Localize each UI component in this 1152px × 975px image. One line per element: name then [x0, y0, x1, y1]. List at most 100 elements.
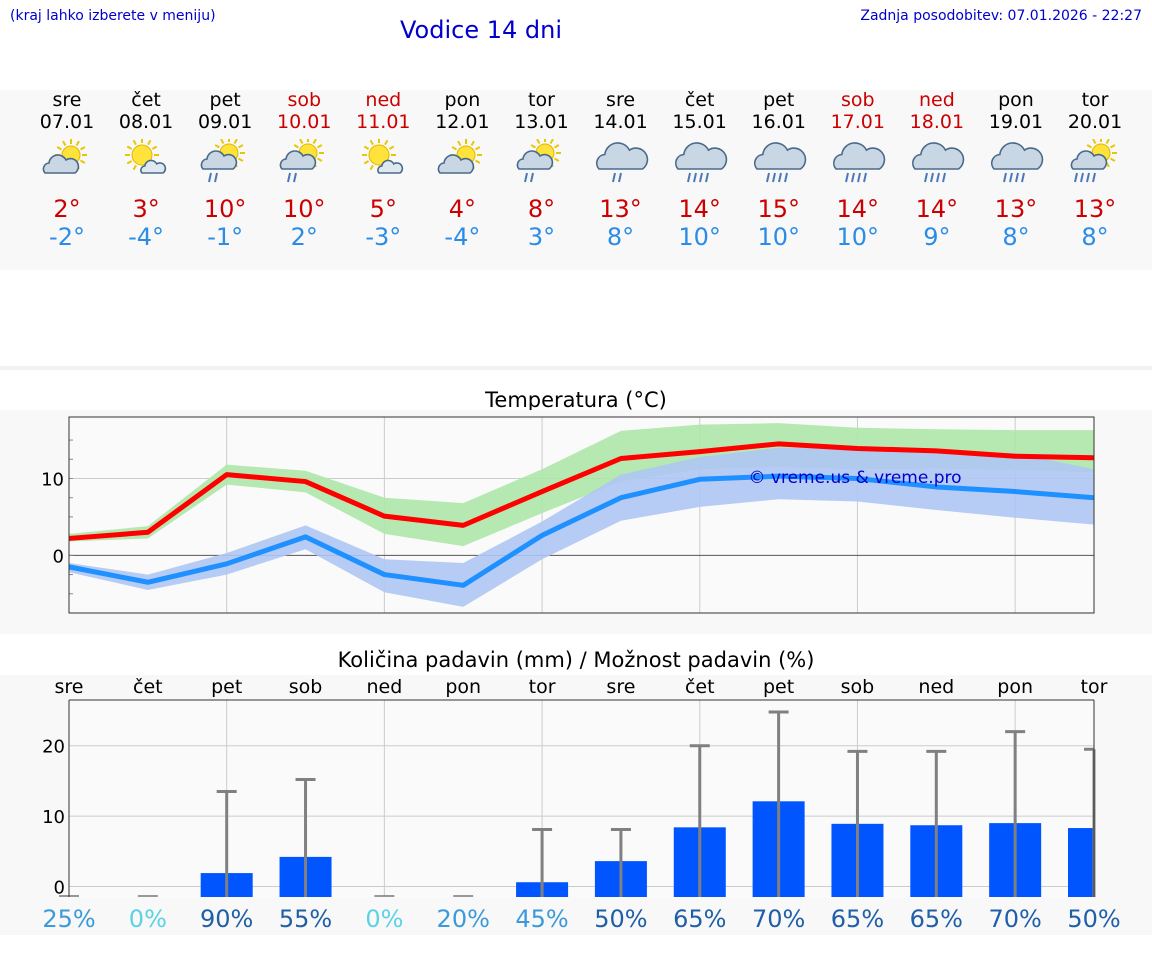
sun-ray [554, 157, 560, 162]
day-date: 14.01 [593, 111, 648, 133]
x-tick-label: tor [529, 676, 556, 698]
sun-ray [475, 159, 481, 164]
day-date: 08.01 [118, 111, 174, 133]
rain-drop [698, 172, 703, 183]
rain-drop [923, 172, 928, 183]
day-column: pon 19.01 13° 8° [976, 89, 1056, 251]
temp-max: 15° [757, 195, 800, 223]
rain-drop [771, 172, 776, 183]
rain-drop [1086, 172, 1091, 183]
rain-drop [1002, 172, 1007, 183]
x-tick-label: ned [918, 676, 954, 698]
heavy-rain-icon [753, 142, 806, 183]
day-date: 12.01 [435, 111, 490, 133]
day-date: 15.01 [672, 111, 727, 133]
sun-ray [536, 139, 541, 144]
rain-drop [704, 172, 709, 183]
x-tick-label: pet [211, 676, 242, 698]
rain-drop [293, 172, 298, 183]
x-tick-label: čet [685, 676, 715, 698]
icon-shape [517, 139, 562, 183]
day-column: čet 08.01 3° -4° [106, 89, 186, 251]
temp-min: -4° [444, 223, 481, 251]
temp-min: -3° [365, 223, 402, 251]
sun-ray [475, 146, 481, 151]
temp-max: 2° [53, 195, 81, 223]
cloud-shape [674, 142, 727, 170]
cloud-shape [1070, 150, 1108, 170]
x-tick-label: ned [366, 676, 402, 698]
sun-ray [293, 144, 300, 149]
precip-chance-label: 65% [673, 905, 726, 933]
rain-drop [1092, 172, 1097, 183]
icon-shape [362, 139, 404, 174]
rain-drop [686, 172, 691, 183]
sun-ray [364, 145, 370, 150]
temp-max: 14° [678, 195, 721, 223]
temp-max: 3° [132, 195, 160, 223]
icon-shape [125, 139, 167, 174]
sun-ray [220, 139, 225, 144]
separator [0, 366, 1152, 370]
range-band-min [69, 447, 1094, 607]
mostly-sunny-icon [125, 139, 167, 174]
day-date: 11.01 [356, 111, 411, 133]
temp-min: 8° [1002, 223, 1030, 251]
day-column: čet 15.01 14° 10° [660, 89, 740, 251]
rain-drop [783, 172, 788, 183]
series-line-max [68, 441, 1095, 541]
icon-shape [911, 142, 965, 183]
cloud-shape [140, 159, 167, 174]
rain-drop [929, 172, 934, 183]
sun-ray [1110, 144, 1116, 149]
sun-ray [317, 157, 323, 162]
sun-disc [368, 144, 390, 166]
cloud-shape [279, 150, 317, 170]
cloud-shape [595, 142, 648, 170]
day-column: tor 13.01 8° 3° [501, 89, 581, 251]
day-name: čet [131, 89, 161, 111]
sun-ray [457, 140, 462, 146]
icon-shape [832, 142, 886, 183]
x-tick-label: pet [763, 676, 794, 698]
sun-ray [554, 144, 560, 149]
rain-drop [941, 172, 946, 183]
cloud-shape [42, 154, 80, 174]
rain-drop [1074, 172, 1079, 183]
temp-max: 4° [448, 195, 477, 223]
rain-icon [595, 142, 648, 183]
day-date: 13.01 [514, 111, 569, 133]
icon-shape [1070, 139, 1118, 183]
rain-drop [1020, 172, 1025, 183]
day-name: pon [998, 89, 1034, 111]
temp-max: 5° [369, 195, 397, 223]
last-update: Zadnja posodobitev: 07.01.2026 - 22:27 [860, 8, 1142, 24]
rain-drop [862, 172, 867, 183]
day-name: čet [684, 89, 715, 111]
rain-drop [214, 172, 219, 183]
rain-drop [844, 172, 849, 183]
day-column: sre 07.01 2° -2° [27, 89, 107, 251]
day-date: 19.01 [988, 111, 1044, 133]
temp-max: 8° [527, 195, 556, 223]
precip-bar [1068, 828, 1094, 897]
sun-ray [471, 140, 476, 146]
sun-ray [62, 140, 67, 146]
sun-ray [151, 145, 158, 150]
day-name: tor [528, 89, 555, 111]
icon-shape [200, 139, 246, 183]
temp-min: -4° [128, 223, 165, 251]
precipitation-chart: 0 10 20 sre čet pet sob ned pon tor sre čet pet sob ne… [42, 676, 1121, 933]
heavy-rain-icon [911, 142, 965, 183]
precip-chance-label: 50% [1067, 905, 1120, 933]
sun-ray [147, 139, 152, 146]
precip-chance-label: 25% [42, 905, 95, 933]
sun-ray [317, 144, 323, 149]
temp-max: 10° [282, 195, 326, 223]
y-tick-label: 10 [41, 469, 64, 490]
icon-shape [595, 142, 648, 183]
precip-chance-label: 45% [515, 905, 568, 933]
sun-ray [56, 146, 62, 151]
x-tick-label: pon [997, 676, 1033, 698]
icon-shape [438, 139, 483, 174]
